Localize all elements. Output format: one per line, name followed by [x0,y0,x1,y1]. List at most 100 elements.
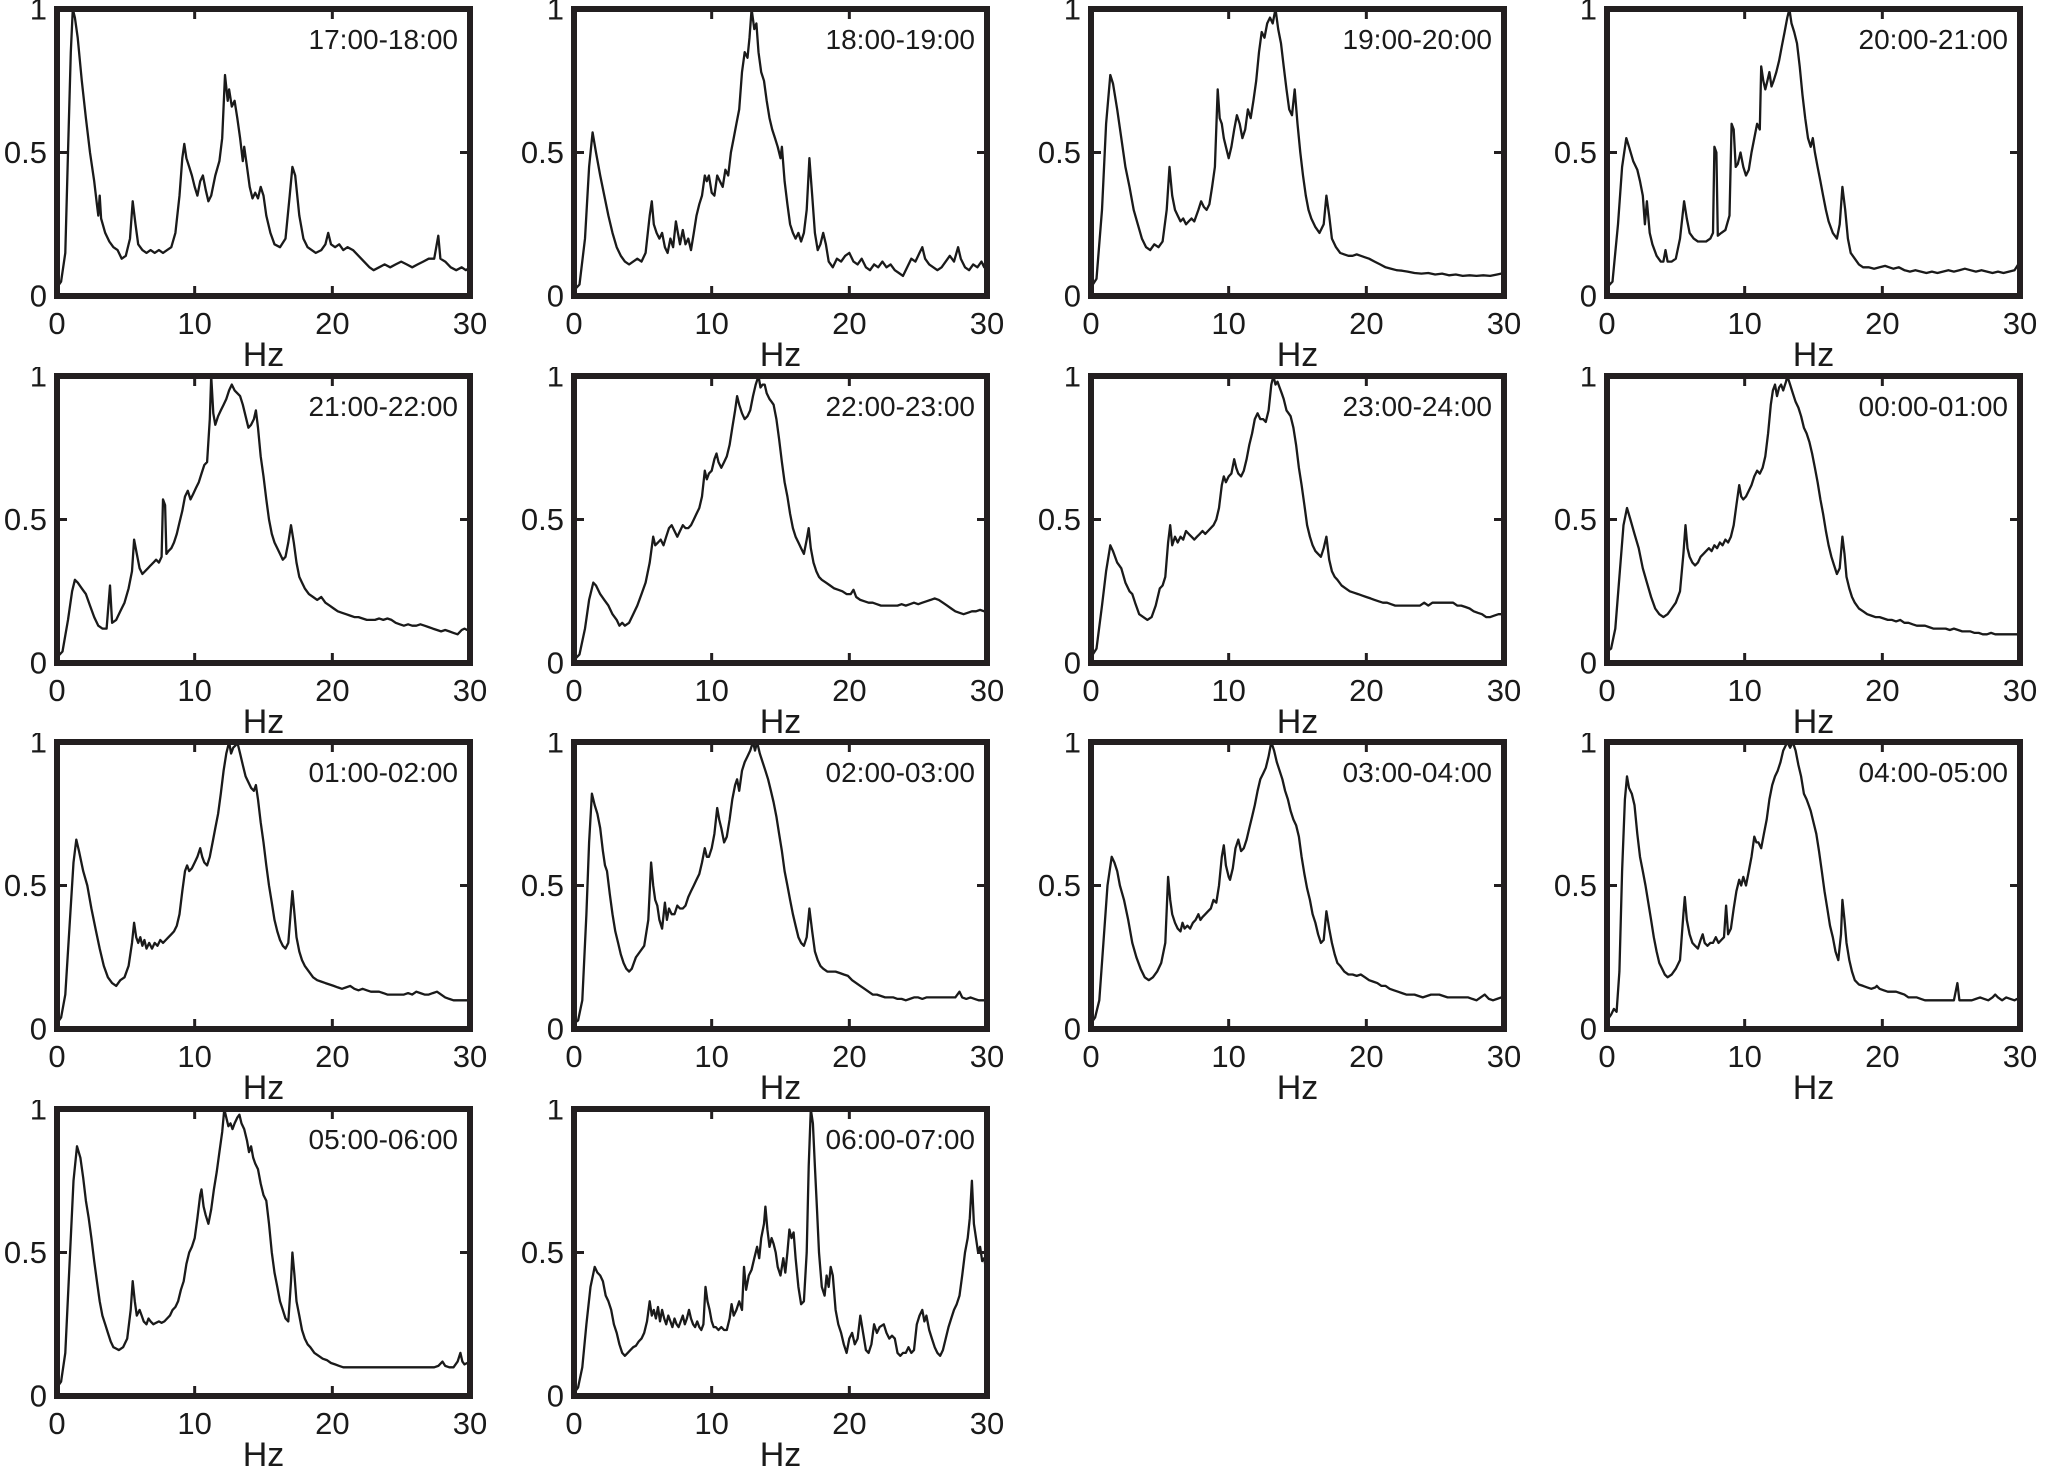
x-tick-label: 10 [694,673,728,708]
x-tick-label: 10 [694,306,728,341]
spectrum-line [1605,740,2022,1022]
y-tick-label: 0.5 [521,1235,564,1270]
y-tick-label: 1 [1580,367,1597,394]
x-tick-label: 30 [970,673,1004,708]
y-tick-label: 1 [1064,367,1081,394]
spectrum-line [55,374,472,659]
x-axis-label: Hz [1793,1069,1835,1099]
spectrum-panel-11: 0 0.5 1 0 10 20 30 Hz 03:00-04:00 [1034,733,1551,1099]
spectrum-panel-12: 0 0.5 1 0 10 20 30 Hz 04:00-05:00 [1550,733,2067,1099]
x-tick-label: 30 [2003,673,2037,708]
y-tick-label: 1 [30,367,47,394]
y-tick-label: 0 [30,279,47,314]
y-tick-label: 1 [30,0,47,27]
x-tick-label: 0 [48,1039,65,1074]
y-tick-label: 1 [547,733,564,760]
x-axis-label: Hz [243,336,285,366]
spectrum-line [55,7,472,289]
x-tick-label: 20 [1349,673,1383,708]
x-tick-label: 0 [1082,673,1099,708]
time-window-label: 01:00-02:00 [309,757,458,788]
spectrum-line [1089,374,1506,659]
y-tick-label: 1 [547,0,564,27]
time-window-label: 02:00-03:00 [826,757,975,788]
x-tick-label: 0 [1598,1039,1615,1074]
y-tick-label: 0 [30,1379,47,1414]
spectrum-panel-14: 0 0.5 1 0 10 20 30 Hz 06:00-07:00 [517,1100,1034,1466]
x-axis-label: Hz [1277,703,1319,733]
spectrum-panel-6: 0 0.5 1 0 10 20 30 Hz 22:00-23:00 [517,367,1034,733]
x-axis-label: Hz [1793,336,1835,366]
x-tick-label: 10 [694,1406,728,1441]
x-tick-label: 30 [1487,306,1521,341]
spectrum-panel-9: 0 0.5 1 0 10 20 30 Hz 01:00-02:00 [0,733,517,1099]
spectrum-panel-5: 0 0.5 1 0 10 20 30 Hz 21:00-22:00 [0,367,517,733]
x-tick-label: 10 [1211,306,1245,341]
y-tick-label: 0 [1580,646,1597,681]
x-tick-label: 30 [453,1039,487,1074]
x-tick-label: 30 [970,1039,1004,1074]
spectrum-panel-10: 0 0.5 1 0 10 20 30 Hz 02:00-03:00 [517,733,1034,1099]
spectrum-line [1089,7,1506,289]
x-axis-label: Hz [760,703,802,733]
x-tick-label: 0 [48,673,65,708]
x-tick-label: 0 [565,306,582,341]
x-axis-label: Hz [760,336,802,366]
time-window-label: 00:00-01:00 [1859,391,2008,422]
y-tick-label: 0.5 [1038,135,1081,170]
y-tick-label: 1 [1580,0,1597,27]
y-tick-label: 0.5 [1554,502,1597,537]
x-axis-label: Hz [1277,1069,1319,1099]
x-tick-label: 10 [177,306,211,341]
spectrum-line [572,7,989,292]
x-tick-label: 0 [1598,306,1615,341]
time-window-label: 05:00-06:00 [309,1124,458,1155]
y-tick-label: 1 [547,367,564,394]
x-tick-label: 20 [1865,673,1899,708]
x-axis-label: Hz [1793,703,1835,733]
y-tick-label: 0.5 [4,868,47,903]
x-tick-label: 20 [832,1039,866,1074]
x-tick-label: 30 [453,1406,487,1441]
spectrum-panel-7: 0 0.5 1 0 10 20 30 Hz 23:00-24:00 [1034,367,1551,733]
time-window-label: 23:00-24:00 [1343,391,1492,422]
y-tick-label: 0 [1580,1012,1597,1047]
time-window-label: 06:00-07:00 [826,1124,975,1155]
x-tick-label: 0 [48,306,65,341]
x-tick-label: 0 [565,1406,582,1441]
time-window-label: 17:00-18:00 [309,24,458,55]
x-axis-label: Hz [243,1069,285,1099]
x-tick-label: 20 [315,673,349,708]
y-tick-label: 0.5 [1554,135,1597,170]
x-tick-label: 20 [1865,306,1899,341]
spectrum-line [572,1107,989,1395]
x-axis-label: Hz [760,1436,802,1466]
x-tick-label: 10 [1727,1039,1761,1074]
y-tick-label: 1 [30,733,47,760]
y-tick-label: 0 [1580,279,1597,314]
spectrum-panel-1: 0 0.5 1 0 10 20 30 Hz 17:00-18:00 [0,0,517,366]
x-tick-label: 0 [1082,306,1099,341]
x-tick-label: 20 [315,306,349,341]
x-axis-label: Hz [243,703,285,733]
x-tick-label: 20 [1865,1039,1899,1074]
x-tick-label: 30 [1487,673,1521,708]
x-tick-label: 30 [2003,1039,2037,1074]
time-window-label: 04:00-05:00 [1859,757,2008,788]
time-window-label: 18:00-19:00 [826,24,975,55]
x-axis-label: Hz [243,1436,285,1466]
y-tick-label: 1 [547,1100,564,1127]
x-tick-label: 20 [832,1406,866,1441]
